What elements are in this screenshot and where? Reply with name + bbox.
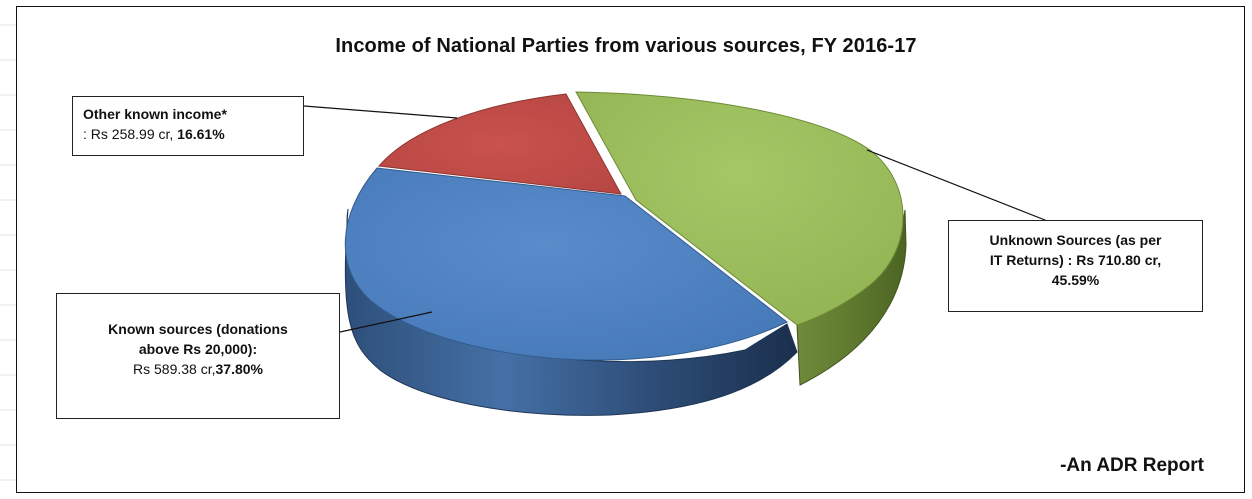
- chart-title: Income of National Parties from various …: [335, 35, 917, 57]
- leader-line-other: [303, 105, 458, 119]
- pie-slice-known: [344, 167, 788, 361]
- data-label-known: Known sources (donations above Rs 20,000…: [56, 293, 340, 419]
- leader-line-known: [339, 311, 433, 333]
- label-known-line1: Known sources (donations: [108, 321, 288, 337]
- data-label-unknown: Unknown Sources (as per IT Returns) : Rs…: [948, 220, 1203, 312]
- label-other-value: : Rs 258.99 cr,: [83, 126, 178, 142]
- pie-slice-other: [378, 93, 622, 195]
- label-unknown-percent: 45.59%: [1051, 272, 1100, 288]
- source-footer: -An ADR Report: [1060, 455, 1204, 476]
- label-known-line2: above Rs 20,000):: [138, 341, 258, 357]
- label-known-value: Rs 589.38 cr,: [133, 361, 216, 377]
- label-unknown-line2: IT Returns) : Rs 710.80 cr,: [989, 252, 1162, 268]
- leader-line-unknown: [866, 149, 1051, 223]
- label-other-percent: 16.61%: [177, 126, 225, 142]
- label-other-name: Other known income*: [83, 106, 227, 122]
- data-label-other: Other known income* : Rs 258.99 cr, 16.6…: [72, 96, 304, 156]
- label-unknown-line1: Unknown Sources (as per: [989, 232, 1162, 248]
- pie-slice-unknown: [575, 91, 904, 326]
- label-known-percent: 37.80%: [215, 361, 263, 377]
